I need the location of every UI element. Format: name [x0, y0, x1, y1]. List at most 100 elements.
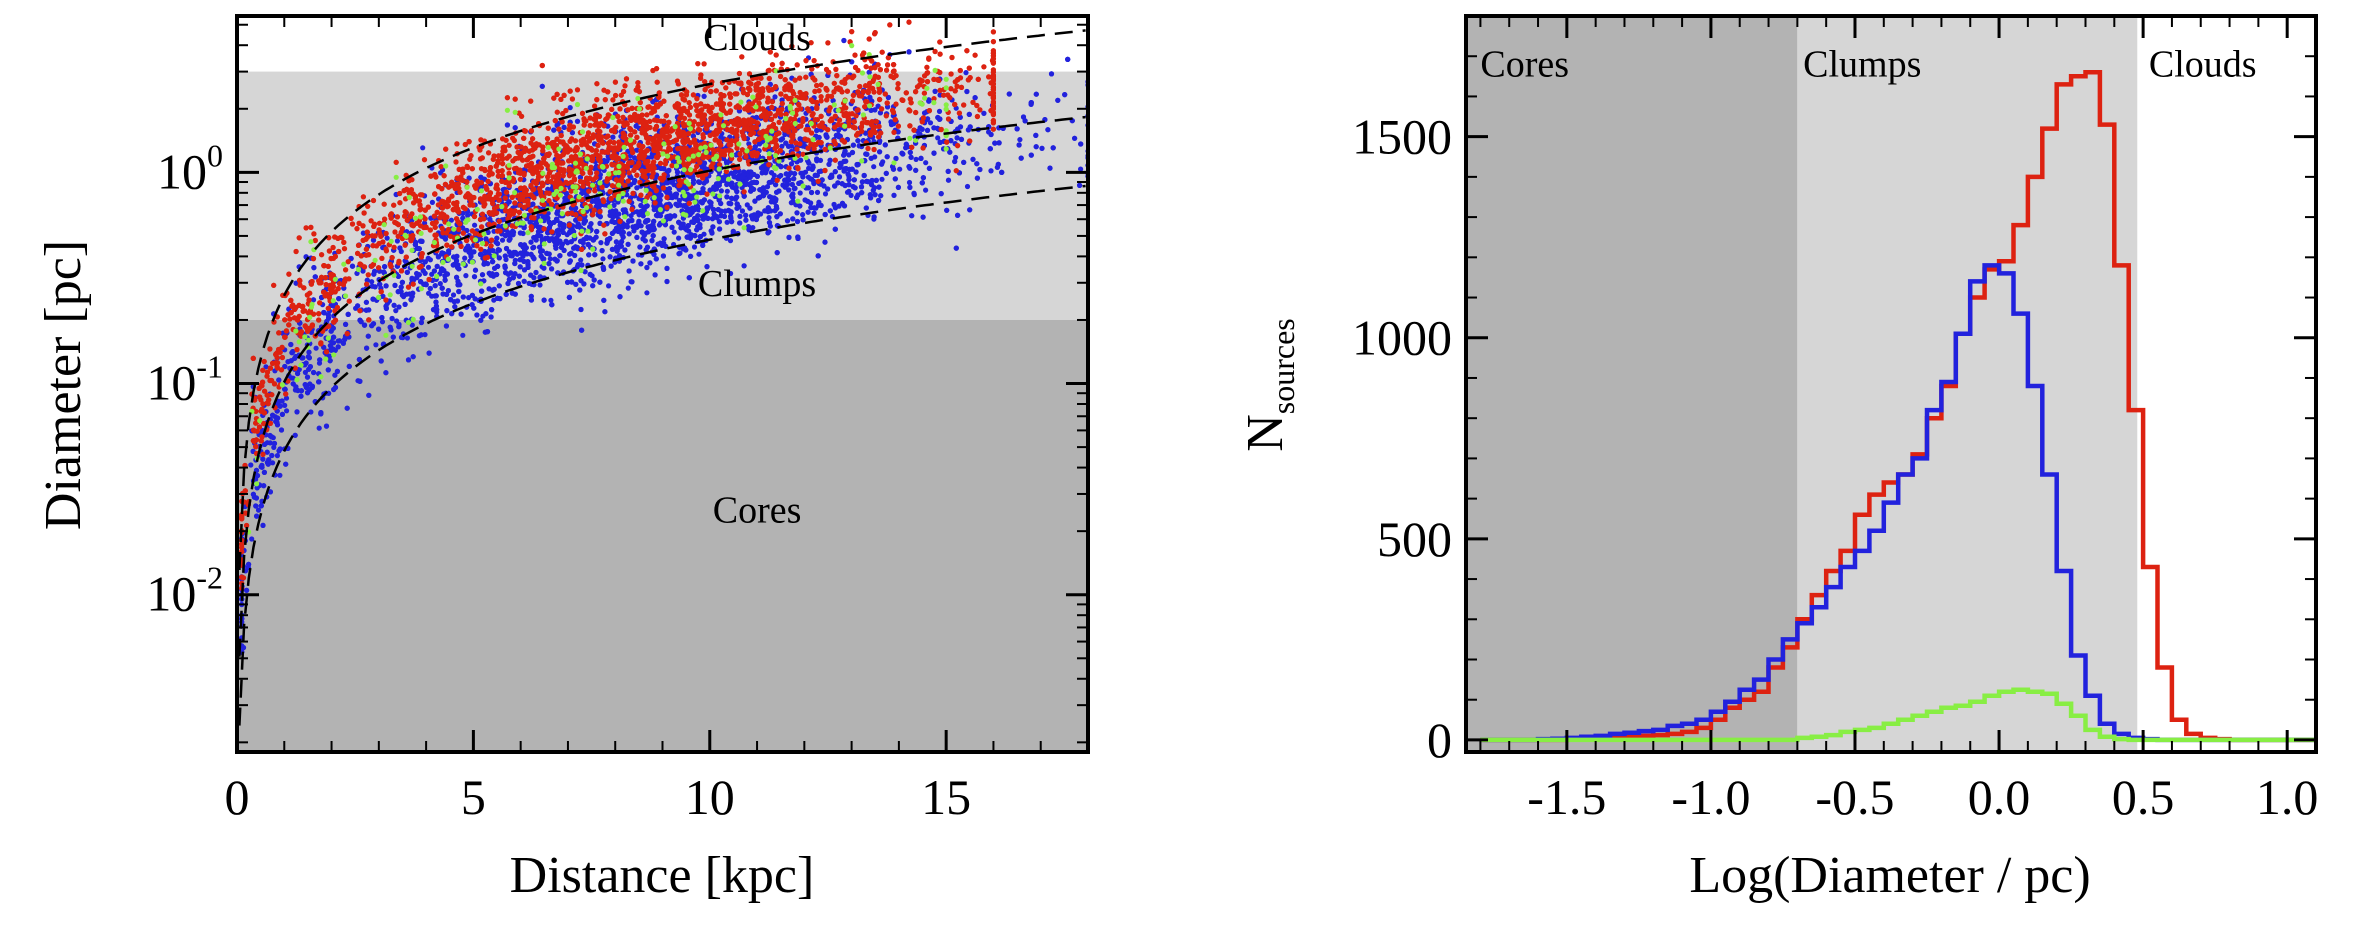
scatter-point — [383, 370, 389, 376]
scatter-point — [854, 194, 860, 201]
scatter-point — [344, 405, 350, 411]
scatter-point — [460, 294, 466, 300]
scatter-point — [895, 184, 902, 190]
scatter-point — [325, 367, 331, 373]
scatter-point — [920, 175, 927, 181]
scatter-point — [269, 452, 275, 459]
scatter-point — [797, 190, 803, 196]
scatter-point — [306, 349, 312, 355]
scatter-point — [585, 241, 591, 248]
scatter-point — [891, 192, 897, 198]
scatter-point — [878, 193, 884, 199]
scatter-point — [660, 253, 667, 259]
scatter-point — [574, 118, 581, 124]
scatter-point — [472, 296, 478, 302]
scatter-point — [399, 279, 405, 285]
scatter-point — [512, 260, 518, 267]
scatter-point — [454, 274, 460, 280]
scatter-point — [786, 172, 792, 178]
scatter-point — [422, 332, 428, 338]
scatter-point — [483, 311, 489, 317]
scatter-point — [629, 279, 635, 285]
scatter-point — [841, 203, 848, 209]
scatter-point — [598, 240, 604, 246]
scatter-point — [434, 263, 440, 269]
scatter-point — [533, 269, 539, 276]
scatter-point — [517, 230, 524, 236]
scatter-point — [957, 124, 964, 130]
scatter-point — [484, 329, 491, 335]
scatter-point — [1065, 56, 1071, 63]
scatter-point — [495, 295, 501, 301]
scatter-point — [405, 357, 412, 363]
scatter-point — [808, 204, 814, 211]
scatter-point — [597, 279, 603, 285]
scatter-point — [607, 254, 613, 260]
scatter-point — [306, 355, 312, 361]
scatter-point — [544, 250, 550, 256]
scatter-point — [465, 212, 471, 218]
scatter-point — [864, 178, 870, 184]
scatter-point — [474, 312, 480, 318]
scatter-point — [554, 258, 560, 264]
scatter-point — [762, 208, 768, 214]
scatter-point — [981, 110, 987, 116]
scatter-point — [824, 134, 830, 140]
scatter-point — [316, 425, 322, 431]
scatter-point — [618, 243, 624, 249]
scatter-point — [517, 264, 523, 270]
scatter-point — [530, 245, 536, 251]
scatter-point — [364, 345, 370, 351]
scatter-point — [404, 269, 410, 275]
scatter-point — [355, 303, 361, 309]
scatter-point — [409, 322, 415, 328]
scatter-point — [794, 218, 801, 225]
scatter-point — [503, 270, 509, 276]
scatter-point — [261, 483, 267, 489]
scatter-point — [548, 297, 554, 303]
scatter-point — [471, 274, 478, 280]
scatter-point — [340, 340, 346, 346]
scatter-point — [462, 255, 468, 261]
scatter-point — [372, 284, 378, 290]
scatter-point — [361, 322, 368, 328]
scatter-point — [1020, 114, 1027, 120]
scatter-point — [442, 236, 449, 242]
scatter-point — [528, 239, 534, 245]
scatter-point — [806, 160, 812, 166]
scatter-point — [274, 420, 280, 426]
scatter-point — [661, 236, 667, 242]
scatter-point — [283, 395, 290, 401]
scatter-point — [766, 220, 773, 226]
scatter-point — [546, 261, 552, 267]
scatter-point — [760, 185, 767, 191]
scatter-point — [785, 143, 792, 149]
scatter-point — [609, 246, 616, 252]
scatter-point — [363, 299, 369, 305]
scatter-point — [850, 142, 857, 148]
scatter-point — [465, 243, 471, 249]
scatter-point — [779, 143, 785, 149]
scatter-point — [637, 244, 643, 250]
scatter-point — [568, 250, 574, 256]
scatter-point — [877, 149, 883, 155]
scatter-point — [569, 279, 575, 285]
scatter-point — [298, 393, 304, 399]
scatter-point — [384, 235, 390, 241]
scatter-point — [1006, 91, 1012, 97]
scatter-point — [244, 587, 250, 593]
scatter-point — [312, 274, 318, 280]
scatter-point — [422, 220, 428, 226]
scatter-point — [945, 177, 952, 183]
scatter-point — [728, 215, 734, 221]
scatter-point — [739, 208, 746, 214]
scatter-point — [389, 315, 395, 322]
scatter-point — [1078, 166, 1084, 172]
scatter-point — [506, 237, 512, 243]
scatter-point — [489, 307, 495, 313]
scatter-point — [331, 386, 337, 393]
scatter-point — [953, 245, 959, 251]
scatter-point — [700, 216, 706, 222]
scatter-point — [478, 174, 484, 180]
scatter-point — [567, 105, 573, 111]
